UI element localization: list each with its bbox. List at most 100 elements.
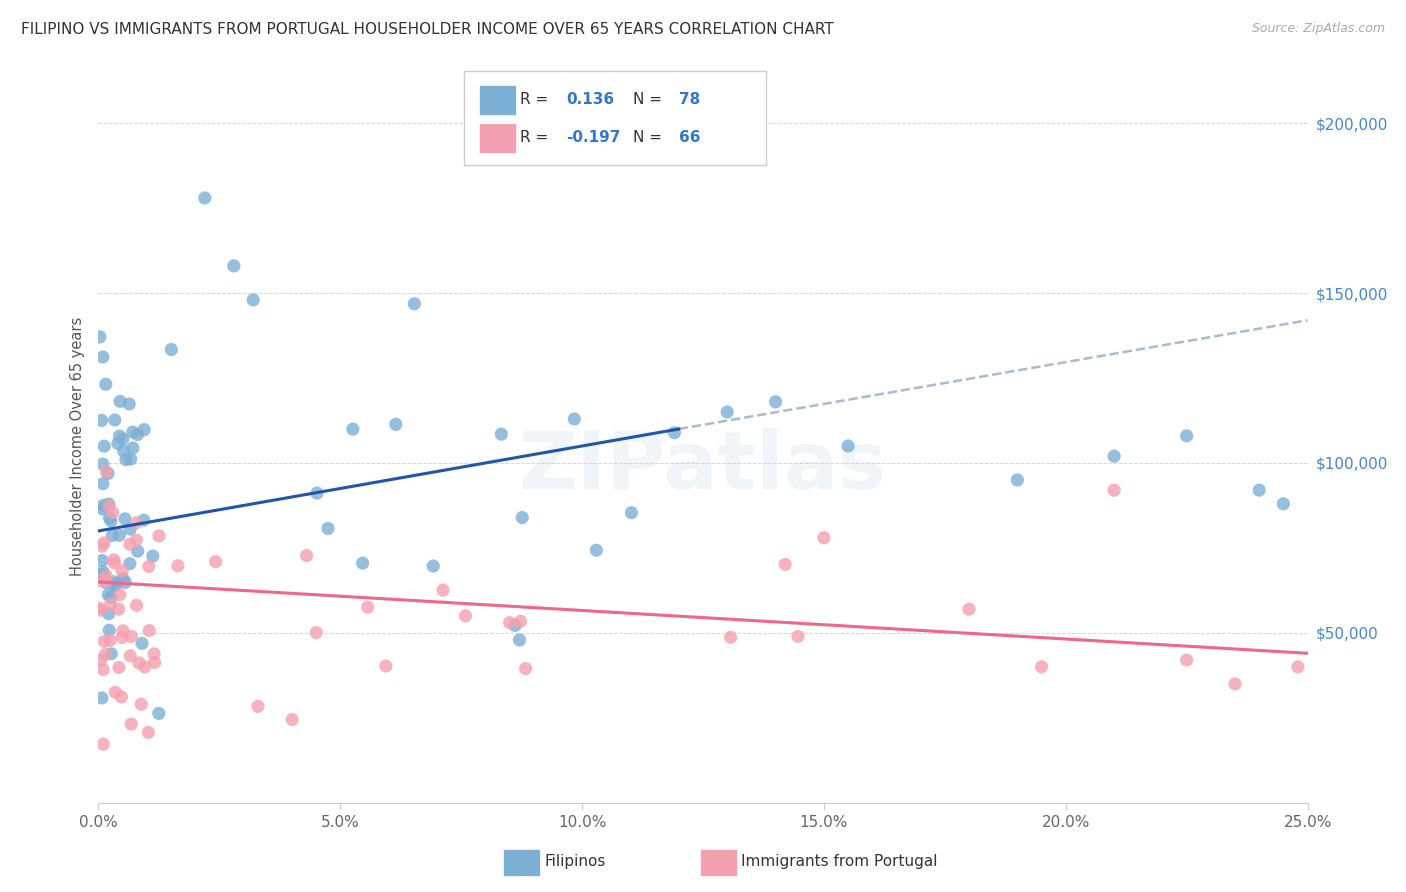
Point [316, 521, 339, 535]
Point [90, 413, 112, 427]
Point [112, 572, 135, 586]
Point [432, 582, 454, 597]
Point [138, 624, 160, 638]
Point [100, 647, 122, 661]
Point [89, 601, 111, 615]
Point [305, 625, 328, 640]
Point [1223, 677, 1246, 691]
Point [374, 659, 396, 673]
Y-axis label: Householder Income Over 65 years: Householder Income Over 65 years [70, 317, 86, 575]
Point [107, 602, 129, 616]
Point [120, 648, 142, 663]
Point [118, 397, 141, 411]
Point [108, 660, 131, 674]
Point [91, 565, 114, 579]
Point [222, 259, 245, 273]
Point [143, 656, 166, 670]
Point [115, 452, 138, 467]
Point [716, 405, 738, 419]
Point [131, 697, 153, 711]
Point [1272, 497, 1295, 511]
Point [120, 522, 142, 536]
Point [352, 556, 374, 570]
Point [148, 706, 170, 721]
Point [98, 500, 121, 514]
Point [104, 577, 127, 591]
Point [957, 602, 980, 616]
Point [103, 553, 125, 567]
Point [510, 510, 533, 524]
Point [118, 557, 141, 571]
Point [96, 569, 118, 583]
Point [94, 574, 117, 588]
Point [91, 567, 114, 582]
Point [89, 330, 111, 344]
Point [104, 413, 127, 427]
Point [114, 575, 136, 590]
Point [98, 624, 121, 638]
Text: R =: R = [520, 130, 554, 145]
Point [837, 439, 859, 453]
Point [491, 427, 513, 442]
Point [108, 394, 131, 409]
Point [98, 511, 121, 525]
Point [91, 476, 114, 491]
Point [91, 539, 114, 553]
Point [104, 685, 127, 699]
Text: N =: N = [633, 130, 662, 145]
Point [509, 614, 531, 628]
Point [1249, 483, 1271, 498]
Text: -0.197: -0.197 [567, 130, 621, 145]
Point [773, 558, 796, 572]
Point [422, 559, 444, 574]
Point [404, 297, 426, 311]
Point [111, 564, 134, 578]
Point [98, 633, 121, 648]
Point [204, 555, 226, 569]
Point [93, 439, 115, 453]
Point [111, 624, 134, 638]
Text: Source: ZipAtlas.com: Source: ZipAtlas.com [1251, 22, 1385, 36]
Point [96, 465, 118, 479]
Point [108, 587, 131, 601]
Point [125, 516, 148, 530]
Point [108, 528, 131, 542]
Point [97, 467, 120, 481]
Point [122, 441, 145, 455]
Point [357, 600, 380, 615]
Point [1031, 660, 1053, 674]
Point [305, 486, 328, 500]
Point [120, 717, 142, 731]
Point [131, 636, 153, 650]
Point [93, 499, 115, 513]
Point [89, 603, 111, 617]
Point [118, 537, 141, 551]
Point [1175, 653, 1198, 667]
Text: R =: R = [520, 92, 548, 106]
Point [242, 293, 264, 307]
Point [125, 533, 148, 548]
Point [94, 648, 117, 662]
Point [91, 457, 114, 471]
Point [90, 690, 112, 705]
Text: Immigrants from Portugal: Immigrants from Portugal [741, 855, 938, 869]
Point [110, 690, 132, 704]
Point [515, 662, 537, 676]
Point [564, 412, 586, 426]
Point [585, 543, 607, 558]
Text: 0.136: 0.136 [567, 92, 614, 106]
Point [128, 656, 150, 670]
Point [96, 575, 118, 590]
Point [148, 529, 170, 543]
Point [160, 343, 183, 357]
Point [120, 452, 142, 467]
Text: Filipinos: Filipinos [544, 855, 606, 869]
Point [508, 632, 530, 647]
Point [342, 422, 364, 436]
Point [97, 607, 120, 621]
Point [125, 599, 148, 613]
Point [101, 528, 124, 542]
Point [101, 506, 124, 520]
Point [121, 425, 143, 439]
Point [138, 559, 160, 574]
